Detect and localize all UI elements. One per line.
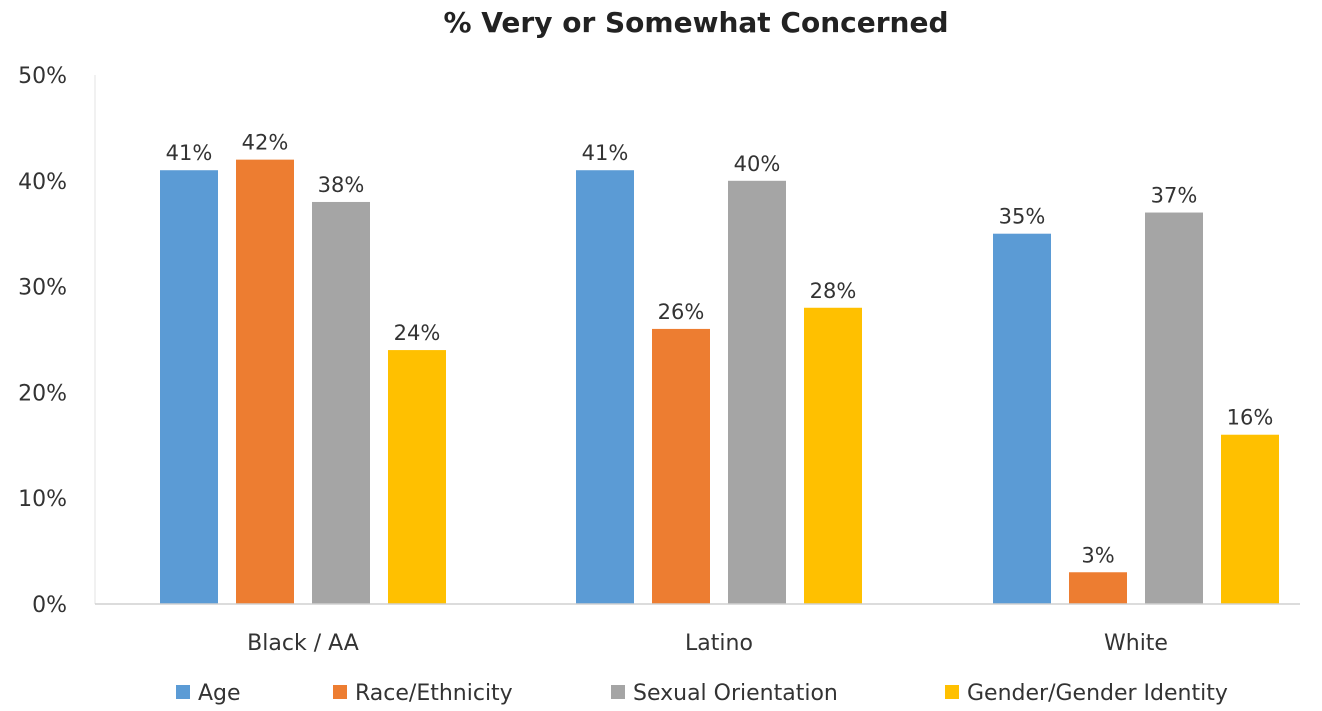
y-axis-ticks: 0% 10% 20% 30% 40% 50%	[18, 64, 67, 618]
data-label: 38%	[318, 173, 365, 197]
x-axis-categories: Black / AA Latino White	[247, 631, 1168, 656]
legend-item: Race/Ethnicity	[333, 681, 513, 706]
legend-swatch	[945, 685, 959, 699]
legend-swatch	[611, 685, 625, 699]
legend-swatch	[333, 685, 347, 699]
bar	[312, 201, 370, 604]
legend-label: Sexual Orientation	[633, 681, 838, 706]
data-label: 37%	[1151, 184, 1198, 208]
bar	[652, 328, 710, 604]
data-label: 35%	[999, 205, 1046, 229]
legend-label: Age	[198, 681, 241, 706]
data-label: 26%	[658, 300, 705, 324]
data-label: 41%	[166, 141, 213, 165]
data-label: 28%	[810, 279, 857, 303]
bar	[1145, 212, 1203, 605]
legend-item: Age	[176, 681, 241, 706]
x-category-label: Black / AA	[247, 631, 359, 656]
legend: Age Race/Ethnicity Sexual Orientation Gende…	[176, 681, 1228, 706]
chart-title: % Very or Somewhat Concerned	[443, 6, 948, 39]
y-tick-label: 0%	[32, 593, 67, 618]
y-tick-label: 20%	[18, 381, 67, 406]
bar	[576, 170, 634, 604]
legend-item: Gender/Gender Identity	[945, 681, 1228, 706]
bar	[728, 180, 786, 605]
y-tick-label: 30%	[18, 276, 67, 301]
x-category-label: White	[1104, 631, 1168, 656]
bar	[804, 307, 862, 604]
data-label: 24%	[394, 321, 441, 345]
data-label: 16%	[1227, 406, 1274, 430]
data-label: 3%	[1081, 543, 1114, 567]
bar	[1069, 572, 1127, 604]
legend-label: Race/Ethnicity	[355, 681, 513, 706]
data-labels: 41% 42% 38% 24% 41% 26% 40% 28% 35% 3% 37% 16%	[166, 131, 1274, 568]
y-tick-label: 40%	[18, 170, 67, 195]
bar	[236, 159, 294, 604]
bar	[388, 350, 446, 604]
data-label: 40%	[734, 152, 781, 176]
legend-label: Gender/Gender Identity	[967, 681, 1228, 706]
legend-swatch	[176, 685, 190, 699]
bar	[1221, 434, 1279, 604]
legend-item: Sexual Orientation	[611, 681, 838, 706]
x-category-label: Latino	[685, 631, 753, 656]
y-tick-label: 50%	[18, 64, 67, 89]
y-tick-label: 10%	[18, 487, 67, 512]
data-label: 42%	[242, 131, 289, 155]
bar	[160, 170, 218, 604]
data-label: 41%	[582, 141, 629, 165]
bar-series	[160, 159, 1279, 605]
bar	[993, 233, 1051, 604]
